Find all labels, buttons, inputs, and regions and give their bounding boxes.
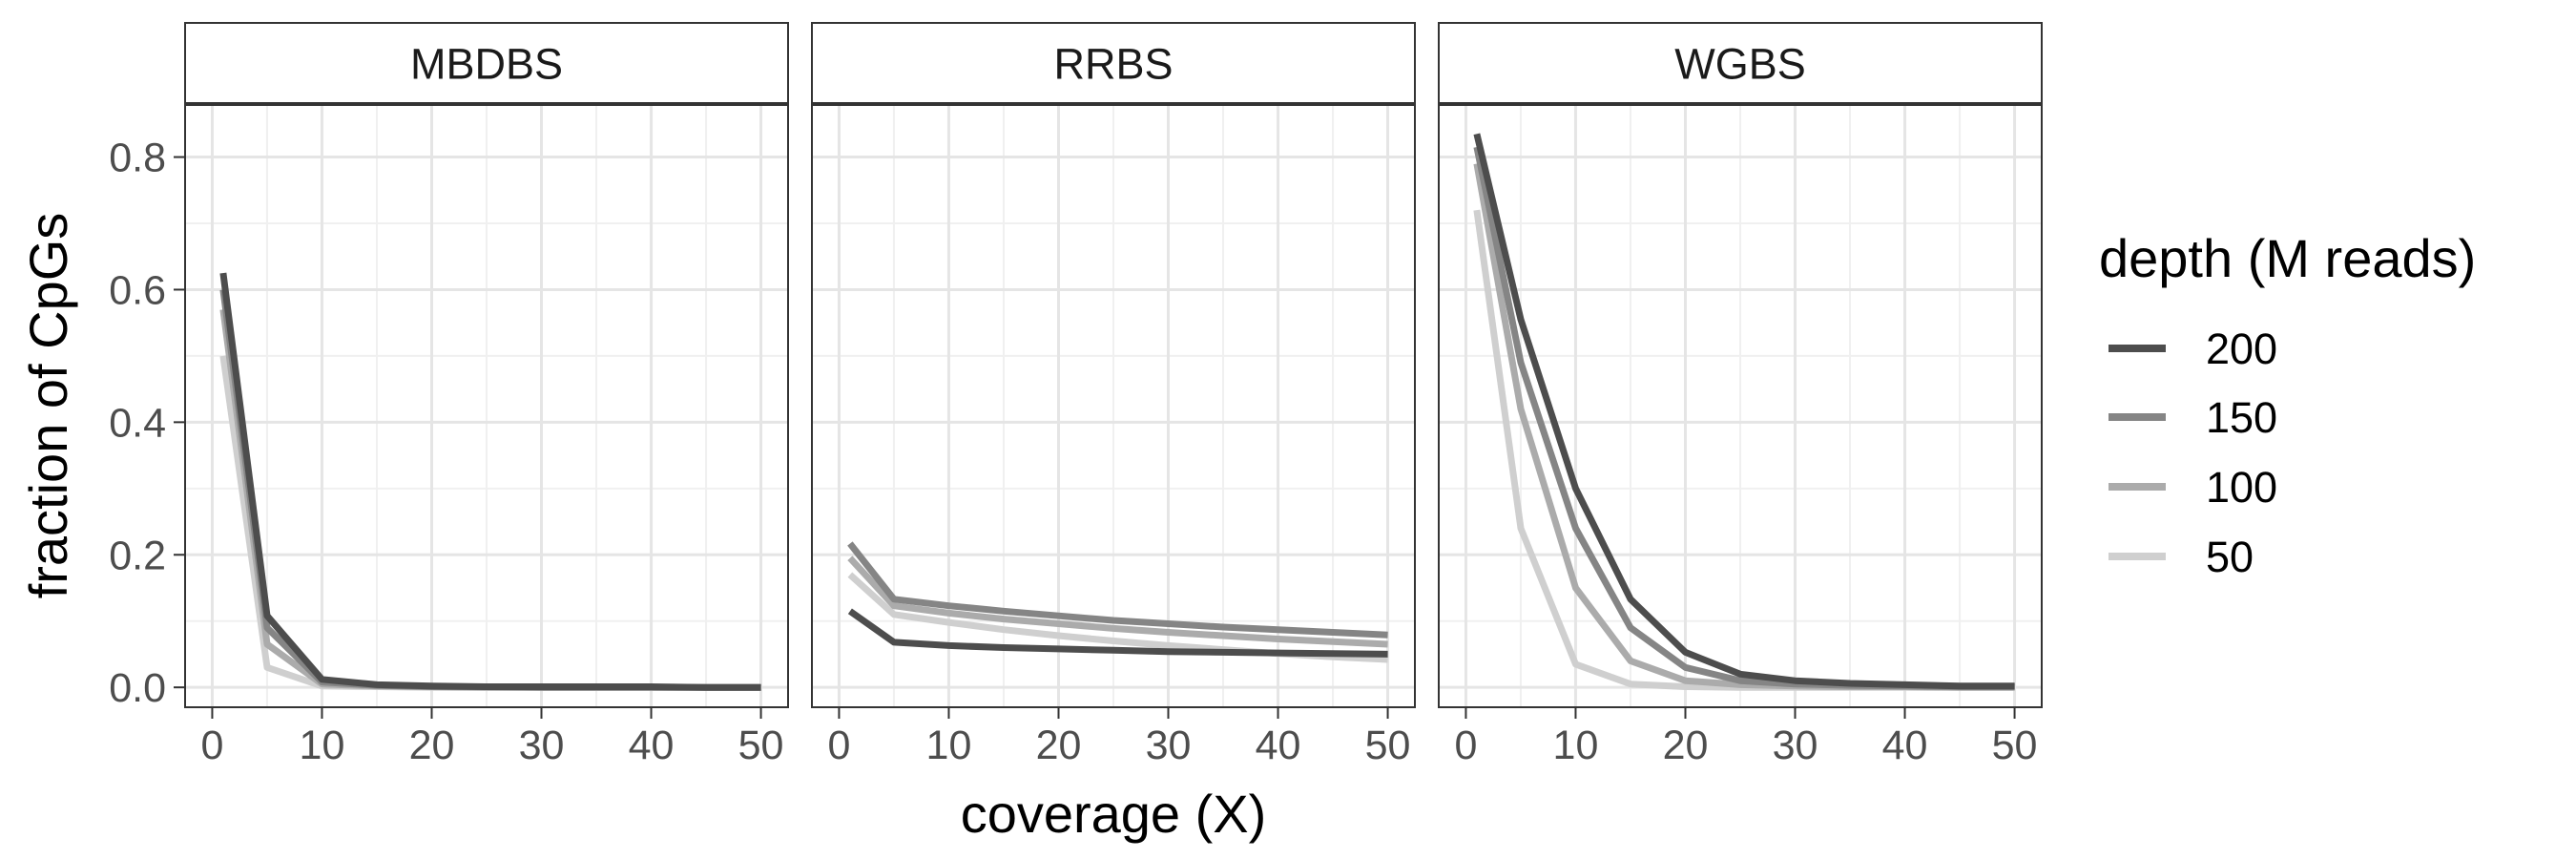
panel-mbdbs: MBDBS 0 10 20 30 40 50 bbox=[184, 22, 789, 768]
x-tick-label: 40 bbox=[629, 723, 675, 768]
x-axis-title: coverage (X) bbox=[961, 784, 1267, 844]
strip-box bbox=[811, 22, 1416, 105]
x-tick-label: 0 bbox=[200, 723, 223, 768]
x-tick-label: 30 bbox=[519, 723, 565, 768]
series-line-150 bbox=[847, 541, 1388, 639]
x-tick-label: 0 bbox=[827, 723, 850, 768]
legend-label: 200 bbox=[2206, 325, 2277, 373]
x-tick-label: 50 bbox=[738, 723, 784, 768]
y-tick-label: 0.8 bbox=[109, 136, 166, 181]
y-tick-label: 0.4 bbox=[109, 400, 166, 446]
series-line-200 bbox=[847, 608, 1388, 658]
strip-box bbox=[184, 22, 789, 105]
x-tick-label: 10 bbox=[1553, 723, 1599, 768]
panel-rrbs: RRBS 0 10 20 30 40 50 bbox=[811, 22, 1416, 768]
y-tick-label: 0.0 bbox=[109, 665, 166, 711]
series-line-200 bbox=[1473, 133, 2015, 690]
x-tick-label: 50 bbox=[1365, 723, 1411, 768]
y-tick-label: 0.2 bbox=[109, 533, 166, 578]
strip-label: RRBS bbox=[1053, 40, 1173, 89]
x-tick-label: 20 bbox=[1036, 723, 1082, 768]
x-tick-label: 30 bbox=[1773, 723, 1818, 768]
x-tick-label: 40 bbox=[1882, 723, 1928, 768]
legend-label: 50 bbox=[2206, 533, 2254, 581]
x-tick-label: 0 bbox=[1454, 723, 1477, 768]
y-tick-label: 0.6 bbox=[109, 267, 166, 313]
x-tick-label: 10 bbox=[300, 723, 345, 768]
legend-label: 150 bbox=[2206, 393, 2277, 442]
strip-label: MBDBS bbox=[410, 40, 563, 89]
x-tick-label: 20 bbox=[409, 723, 455, 768]
strip-label: WGBS bbox=[1674, 40, 1806, 89]
series-line-200 bbox=[219, 272, 761, 691]
x-tick-label: 20 bbox=[1663, 723, 1709, 768]
x-tick-label: 30 bbox=[1146, 723, 1192, 768]
y-axis-title: fraction of CpGs bbox=[18, 213, 78, 599]
legend: depth (M reads) 200 150 100 50 bbox=[2099, 228, 2476, 581]
series-line-100 bbox=[847, 555, 1388, 648]
x-tick-label: 40 bbox=[1256, 723, 1301, 768]
x-tick-label: 10 bbox=[926, 723, 972, 768]
panel-wgbs: WGBS 0 10 20 30 40 50 bbox=[1438, 22, 2043, 768]
legend-label: 100 bbox=[2206, 463, 2277, 512]
x-tick-label: 50 bbox=[1992, 723, 2038, 768]
legend-title: depth (M reads) bbox=[2099, 228, 2476, 288]
